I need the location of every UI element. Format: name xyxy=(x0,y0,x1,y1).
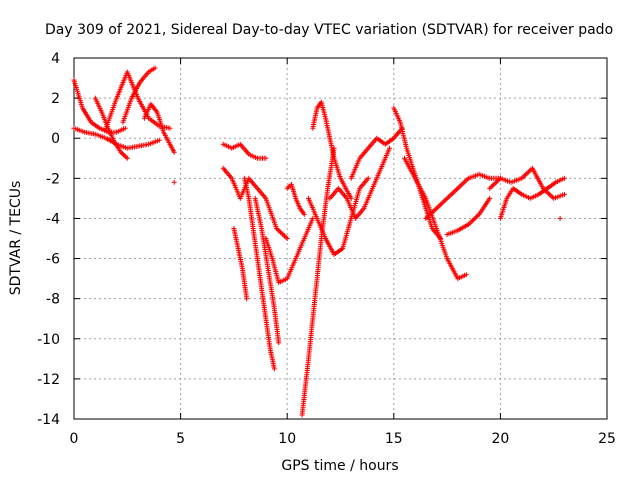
chart-title: Day 309 of 2021, Sidereal Day-to-day VTE… xyxy=(45,22,613,38)
y-tick-label: -10 xyxy=(37,332,60,348)
series-arc-22 xyxy=(444,195,493,237)
plus-markers xyxy=(252,195,282,346)
series-arc-8 xyxy=(220,165,290,241)
series-arc-14 xyxy=(299,145,337,418)
plus-markers xyxy=(141,101,177,155)
y-tick-label: -12 xyxy=(37,372,60,388)
grid-layer xyxy=(74,58,607,419)
series-arc-12 xyxy=(263,215,316,286)
y-axis-label: SDTVAR / TECUs xyxy=(8,181,24,296)
series-arc-15 xyxy=(310,99,354,201)
x-axis-label: GPS time / hours xyxy=(281,458,398,474)
plus-markers xyxy=(497,175,567,221)
series-arc-18 xyxy=(348,125,405,181)
plus-markers xyxy=(306,175,371,257)
plus-markers xyxy=(284,181,307,217)
plus-markers xyxy=(231,226,250,302)
series-arc-11 xyxy=(252,195,282,346)
y-tick-label: 0 xyxy=(51,131,60,147)
y-tick-label: 2 xyxy=(51,91,60,107)
series-arc-21 xyxy=(423,171,503,221)
y-tick-label: -6 xyxy=(46,252,60,268)
plus-markers xyxy=(310,99,354,201)
series-arc-7 xyxy=(220,141,269,161)
x-tick-label: 10 xyxy=(278,431,296,447)
plus-markers xyxy=(423,171,503,221)
series-outlier-2 xyxy=(557,215,563,221)
plus-markers xyxy=(242,175,277,372)
series-arc-23 xyxy=(497,175,567,221)
x-tick-label: 15 xyxy=(385,431,403,447)
plus-markers xyxy=(487,165,567,201)
series-arc-10 xyxy=(242,175,277,372)
plus-markers xyxy=(263,215,316,286)
plus-markers xyxy=(327,145,392,221)
plus-markers xyxy=(120,65,158,125)
y-tick-label: -8 xyxy=(46,292,60,308)
series-outlier-1 xyxy=(171,179,177,185)
plus-markers xyxy=(171,179,177,185)
x-tick-label: 20 xyxy=(491,431,509,447)
plus-markers xyxy=(348,125,405,181)
x-tick-label: 0 xyxy=(70,431,79,447)
x-tick-label: 5 xyxy=(176,431,185,447)
y-tick-label: -4 xyxy=(46,211,60,227)
plus-markers xyxy=(220,141,269,161)
y-tick-label: -14 xyxy=(37,412,60,428)
y-tick-label: -2 xyxy=(46,171,60,187)
series-arc-13 xyxy=(284,181,307,217)
series-arc-5 xyxy=(120,65,158,125)
series-arc-16 xyxy=(306,175,371,257)
data-layer xyxy=(71,65,567,418)
plus-markers xyxy=(557,215,563,221)
plot-frame xyxy=(73,57,608,420)
plus-markers xyxy=(444,195,493,237)
plus-markers xyxy=(299,145,337,418)
tick-layer: 0 5 10 15 20 25 -14 -12 -10 -8 -6 -4 -2 0 2 4 xyxy=(37,51,616,447)
series-arc-9 xyxy=(231,226,250,302)
series-arc-6 xyxy=(141,101,177,155)
plus-markers xyxy=(220,165,290,241)
x-tick-label: 25 xyxy=(598,431,616,447)
series-arc-17 xyxy=(327,145,392,221)
y-tick-label: 4 xyxy=(51,51,60,67)
series-arc-24 xyxy=(487,165,567,201)
